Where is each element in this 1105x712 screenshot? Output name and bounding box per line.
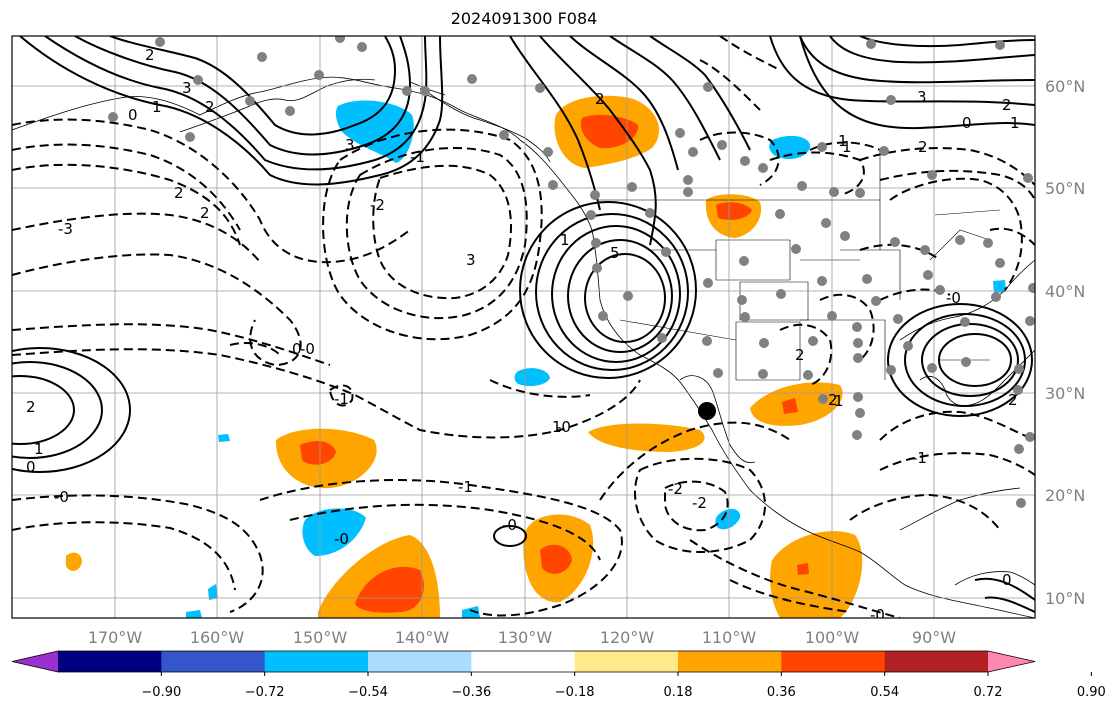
colorbar-swatch xyxy=(58,651,162,672)
contour-label: 0 xyxy=(26,458,36,476)
contour-label: 2 xyxy=(795,346,805,364)
lon-label: 130°W xyxy=(498,628,553,647)
lat-label: 30°N xyxy=(1045,384,1085,403)
lon-label: 100°W xyxy=(805,628,860,647)
contour-label: 2 xyxy=(1002,96,1012,114)
lat-label: 20°N xyxy=(1045,486,1085,505)
contour-label: 3 xyxy=(345,136,355,154)
contour-label: -2 xyxy=(370,196,385,214)
lon-label: 170°W xyxy=(88,628,143,647)
contour-label: 1 xyxy=(842,138,852,156)
colorbar-extend-high xyxy=(988,651,1035,672)
contour-label: -0 xyxy=(54,488,69,506)
lat-label: 10°N xyxy=(1045,589,1085,608)
contour-label: 0 xyxy=(292,340,302,358)
contour-label: -3 xyxy=(58,220,73,238)
colorbar-tick-label: −0.18 xyxy=(555,685,595,700)
contour-label: -0 xyxy=(300,340,315,358)
lat-label: 50°N xyxy=(1045,179,1085,198)
colorbar-tick-label: −0.36 xyxy=(451,685,491,700)
contour-label: 0 xyxy=(1002,571,1012,589)
contour-label: 0 xyxy=(128,106,138,124)
contour-label: -0 xyxy=(556,418,571,436)
contour-label: 1 xyxy=(560,231,570,249)
lon-label: 160°W xyxy=(190,628,245,647)
contour-label: 1 xyxy=(152,98,162,116)
latitude-labels: 60°N 50°N 40°N 30°N 20°N 10°N xyxy=(1045,77,1085,608)
lon-label: 110°W xyxy=(702,628,757,647)
colorbar-extend-low xyxy=(12,651,58,672)
contour-label: 2 xyxy=(918,138,928,156)
colorbar-tick-label: −0.72 xyxy=(245,685,285,700)
contour-label: -2 xyxy=(668,480,683,498)
positive-contours xyxy=(12,36,1035,613)
contour-label: -1 xyxy=(334,390,349,408)
location-marker xyxy=(698,402,716,420)
lon-label: 90°W xyxy=(912,628,956,647)
colorbar-swatch xyxy=(264,651,369,672)
shaded-anomaly-regions xyxy=(66,95,1006,618)
contour-label: 1 xyxy=(1010,114,1020,132)
map-border xyxy=(11,35,1036,619)
contour-label: 1 xyxy=(834,392,844,410)
contour-labels: 2 3 5 1 2 1 0 2 3 2 1 0 2 1 0 2 2 1 0 1 … xyxy=(26,46,1020,624)
contour-label: 2 xyxy=(200,204,210,222)
contour-label: 2 xyxy=(205,98,215,116)
lon-label: 140°W xyxy=(395,628,450,647)
lon-label: 120°W xyxy=(600,628,655,647)
contour-label: 1 xyxy=(552,418,562,436)
alaska-coast xyxy=(179,78,551,163)
colorbar: −0.90 −0.72 −0.54 −0.36 −0.18 0.18 0.36 0.54 0.7… xyxy=(11,650,1105,700)
contour-label: -2 xyxy=(692,494,707,512)
contour-label: 2 xyxy=(828,391,838,409)
contour-label: -0 xyxy=(502,516,517,534)
colorbar-swatch xyxy=(574,651,679,672)
contour-label: 3 xyxy=(917,88,927,106)
colorbar-swatch xyxy=(161,651,266,672)
contour-label: 3 xyxy=(182,79,192,97)
colorbar-tick-label: 0.36 xyxy=(767,685,796,700)
contour-label: 3 xyxy=(466,251,476,269)
contour-label: -1 xyxy=(912,449,927,467)
colorbar-swatch xyxy=(368,651,472,672)
contour-label: 2 xyxy=(595,90,605,108)
contour-label: -0 xyxy=(334,530,349,548)
colorbar-swatch xyxy=(781,651,886,672)
lat-label: 40°N xyxy=(1045,282,1085,301)
contour-label: 0 xyxy=(962,114,972,132)
colorbar-swatch xyxy=(884,651,989,672)
negative-contours xyxy=(12,36,1035,618)
lat-label: 60°N xyxy=(1045,77,1085,96)
contour-label: -0 xyxy=(870,606,885,624)
colorbar-tick-label: 0.54 xyxy=(870,685,899,700)
lon-label: 150°W xyxy=(293,628,348,647)
colorbar-outline xyxy=(11,650,1036,673)
contour-label: 2 xyxy=(174,184,184,202)
contour-label: 2 xyxy=(26,398,36,416)
contour-label: -1 xyxy=(410,148,425,166)
colorbar-tick-label: −0.54 xyxy=(348,685,388,700)
colorbar-swatch xyxy=(471,651,576,672)
colorbar-tick-label: 0.90 xyxy=(1077,685,1105,700)
contour-label: 2 xyxy=(145,46,155,64)
contour-label: 5 xyxy=(610,244,620,262)
contour-label: 2 xyxy=(1008,391,1018,409)
contour-label: -1 xyxy=(458,478,473,496)
station-markers xyxy=(108,36,1035,508)
colorbar-tick-label: 0.18 xyxy=(664,685,693,700)
contour-label: 1 xyxy=(838,132,848,150)
contour-label: -0 xyxy=(946,289,961,307)
colorbar-tick-label: −0.90 xyxy=(141,685,181,700)
map-title: 2024091300 F084 xyxy=(450,9,598,28)
longitude-labels: 170°W 160°W 150°W 140°W 130°W 120°W 110°… xyxy=(88,628,956,647)
contour-label: 1 xyxy=(34,440,44,458)
colorbar-tick-label: 0.72 xyxy=(974,685,1003,700)
colorbar-swatch xyxy=(678,651,782,672)
